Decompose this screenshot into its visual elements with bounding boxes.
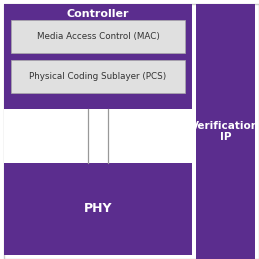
Text: PHY: PHY — [84, 203, 112, 215]
Text: Controller: Controller — [67, 9, 129, 19]
Bar — [11, 60, 185, 93]
Bar — [11, 20, 185, 53]
Bar — [4, 4, 192, 109]
Text: Physical Coding Sublayer (PCS): Physical Coding Sublayer (PCS) — [29, 72, 167, 81]
Text: Media Access Control (MAC): Media Access Control (MAC) — [37, 32, 160, 41]
Bar — [196, 4, 255, 259]
Bar — [4, 109, 192, 163]
Text: Verification
IP: Verification IP — [191, 121, 259, 142]
Bar — [4, 163, 192, 255]
